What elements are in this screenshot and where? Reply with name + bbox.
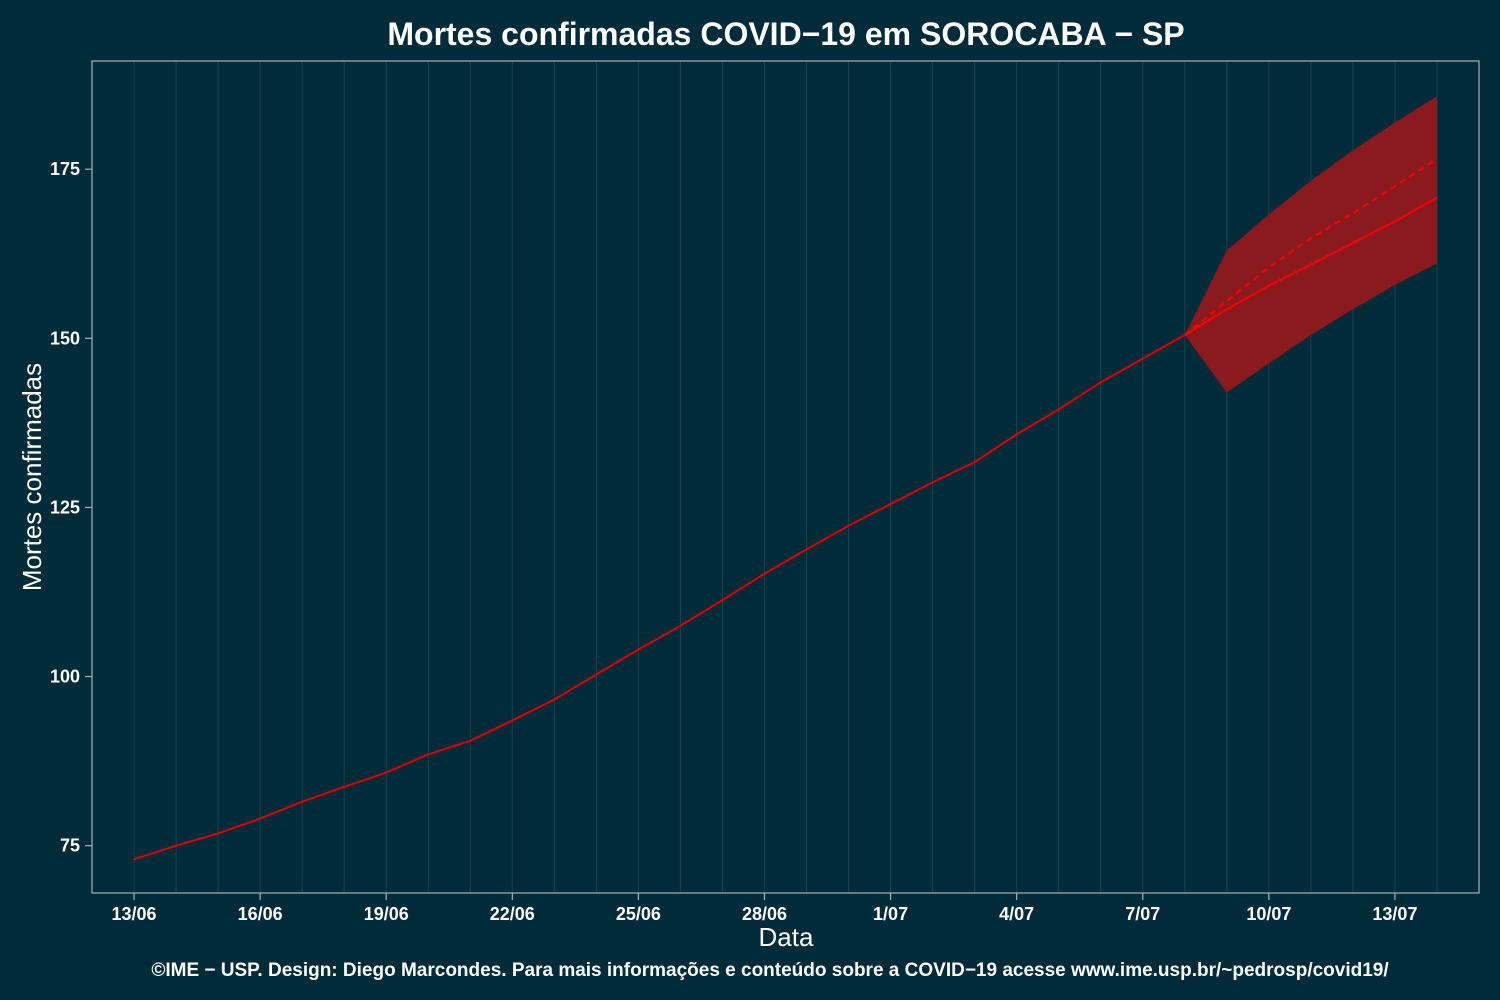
x-tick-label: 10/07	[1246, 904, 1291, 924]
forecast-confidence-band	[1184, 96, 1437, 393]
band-layer	[1184, 96, 1437, 393]
y-axis-title: Mortes confirmadas	[17, 363, 47, 591]
tick-layer: 13/06 16/06 19/06 22/06 25/06 28/06 1/07 4/07 7/…	[50, 159, 1418, 924]
y-tick-label: 175	[50, 159, 80, 179]
x-tick-label: 13/06	[112, 904, 157, 924]
series-layer	[133, 158, 1438, 861]
series-line-forecast	[1184, 196, 1438, 336]
caption: ©IME − USP. Design: Diego Marcondes. Par…	[151, 960, 1389, 981]
x-tick-label: 22/06	[490, 904, 535, 924]
y-tick-label: 125	[50, 497, 80, 517]
series-line-observed	[133, 334, 1186, 861]
x-tick-label: 19/06	[364, 904, 409, 924]
grid-layer	[133, 61, 1438, 893]
series-line-forecast-upper-trend	[1184, 158, 1438, 336]
x-tick-label: 13/07	[1372, 904, 1417, 924]
x-tick-label: 28/06	[742, 904, 787, 924]
y-tick-label: 100	[50, 667, 80, 687]
x-axis-title: Data	[759, 922, 814, 952]
y-tick-label: 75	[60, 836, 80, 856]
x-tick-label: 7/07	[1125, 904, 1160, 924]
y-tick-label: 150	[50, 328, 80, 348]
chart-title: Mortes confirmadas COVID−19 em SOROCABA …	[387, 16, 1184, 52]
x-tick-label: 4/07	[999, 904, 1034, 924]
plot-frame	[91, 60, 1480, 894]
x-tick-label: 25/06	[616, 904, 661, 924]
x-tick-label: 1/07	[873, 904, 908, 924]
x-tick-label: 16/06	[238, 904, 283, 924]
